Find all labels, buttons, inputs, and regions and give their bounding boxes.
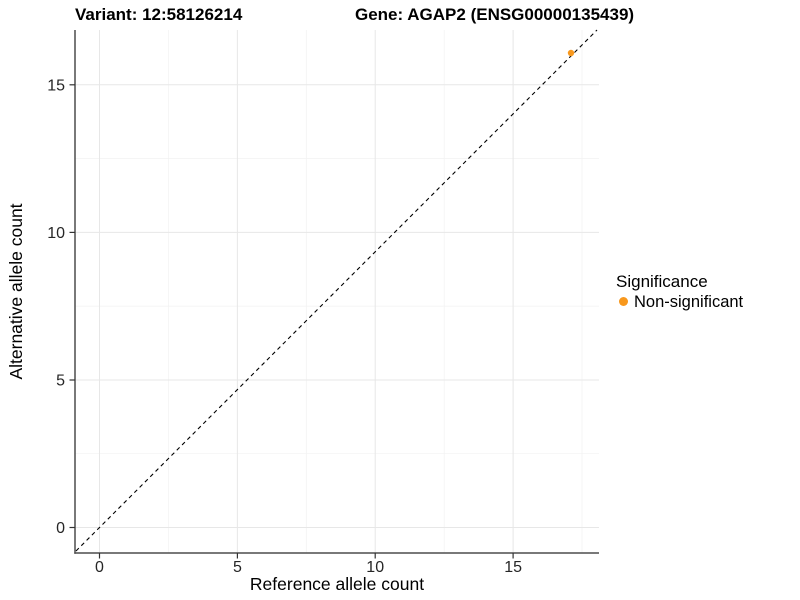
legend-title: Significance — [616, 272, 708, 291]
gridlines-minor — [75, 30, 599, 553]
y-axis-tick-labels: 0 5 10 15 — [47, 77, 65, 537]
x-tick-label-15: 15 — [504, 559, 522, 576]
plot-panel — [75, 30, 599, 553]
x-tick-label-5: 5 — [233, 559, 242, 576]
data-point-non-significant — [567, 49, 575, 57]
legend-key-dot-icon — [619, 297, 628, 306]
gridlines-major — [75, 30, 599, 553]
x-tick-label-10: 10 — [366, 559, 384, 576]
y-tick-label-10: 10 — [47, 225, 65, 242]
y-axis-title: Alternative allele count — [6, 203, 26, 379]
y-tick-label-5: 5 — [56, 373, 65, 390]
plot-title-variant: Variant: 12:58126214 — [75, 5, 243, 24]
y-tick-label-0: 0 — [56, 520, 65, 537]
axis-lines — [74, 30, 599, 554]
legend-item-label: Non-significant — [634, 293, 744, 311]
plot-title-gene: Gene: AGAP2 (ENSG00000135439) — [355, 5, 634, 24]
y-tick-label-15: 15 — [47, 77, 65, 94]
identity-line — [75, 29, 598, 552]
x-axis-tick-labels: 0 5 10 15 — [95, 559, 522, 576]
legend: Significance Non-significant — [616, 272, 744, 311]
axis-tick-marks — [69, 84, 514, 559]
x-axis-title: Reference allele count — [250, 574, 424, 594]
x-tick-label-0: 0 — [95, 559, 104, 576]
